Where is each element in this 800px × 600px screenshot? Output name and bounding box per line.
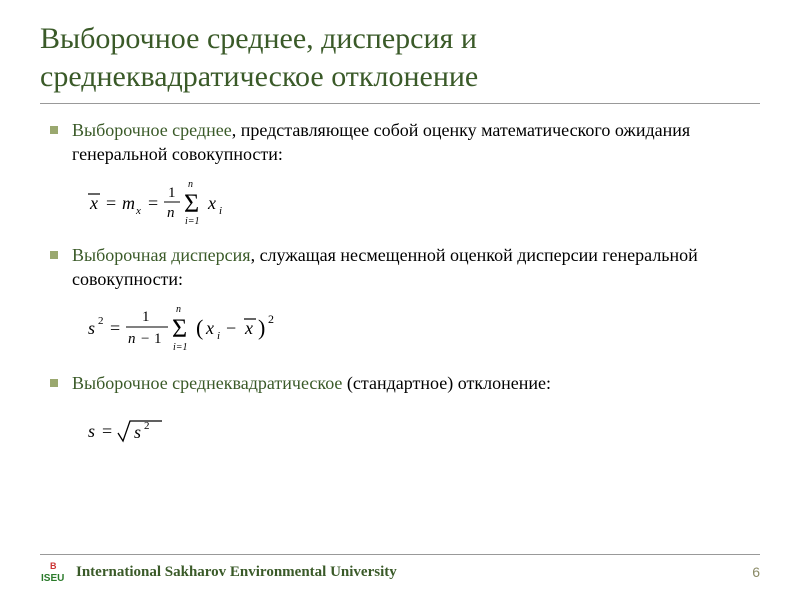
term: Выборочное среднее — [72, 120, 232, 140]
svg-text:Σ: Σ — [184, 189, 199, 218]
title-area: Выборочное среднее, дисперсия и среднекв… — [40, 20, 760, 104]
formula-variance: s 2 = 1 n − 1 Σ n i=1 ( x i — [86, 299, 760, 355]
square-bullet-icon — [50, 126, 58, 134]
svg-text:i: i — [217, 330, 220, 342]
footer-left: B ISEU International Sakharov Environmen… — [40, 561, 397, 583]
bullet-text: Выборочная дисперсия, служащая несмещенн… — [72, 243, 760, 292]
title-line-2: среднеквадратическое отклонение — [40, 58, 760, 96]
svg-text:): ) — [258, 315, 265, 340]
svg-text:s: s — [88, 318, 95, 338]
bullet-item: Выборочное среднее, представляющее собой… — [50, 118, 760, 167]
svg-text:1: 1 — [142, 309, 150, 325]
svg-text:2: 2 — [268, 312, 274, 326]
svg-text:=: = — [148, 193, 158, 213]
footer: B ISEU International Sakharov Environmen… — [0, 554, 800, 586]
bullet-rest: (стандартное) отклонение: — [342, 373, 551, 393]
square-bullet-icon — [50, 251, 58, 259]
svg-text:x: x — [207, 193, 216, 213]
svg-text:=: = — [106, 193, 116, 213]
svg-text:i: i — [219, 205, 222, 217]
svg-text:n: n — [176, 304, 181, 315]
svg-text:s: s — [88, 421, 95, 441]
svg-text:=: = — [110, 318, 120, 338]
svg-text:(: ( — [196, 315, 203, 340]
bullet-text: Выборочное среднее, представляющее собой… — [72, 118, 760, 167]
svg-text:2: 2 — [144, 420, 150, 432]
svg-text:x: x — [244, 318, 253, 338]
svg-text:x: x — [89, 193, 98, 213]
svg-text:1: 1 — [168, 185, 176, 201]
formula-mean: x = m x = 1 n Σ n i=1 x i — [86, 175, 760, 227]
bullet-item: Выборочное среднеквадратическое (стандар… — [50, 371, 760, 395]
svg-text:m: m — [122, 193, 135, 213]
svg-text:=: = — [102, 421, 112, 441]
slide-body: Выборочное среднее, представляющее собой… — [40, 118, 760, 447]
svg-text:n: n — [188, 179, 193, 190]
svg-text:1: 1 — [154, 331, 162, 347]
slide: Выборочное среднее, дисперсия и среднекв… — [0, 0, 800, 600]
university-logo-icon: B ISEU — [40, 561, 66, 583]
svg-text:−: − — [141, 331, 149, 347]
svg-text:i=1: i=1 — [185, 216, 200, 227]
title-line-1: Выборочное среднее, дисперсия и — [40, 20, 760, 58]
svg-text:Σ: Σ — [172, 314, 187, 343]
term: Выборочное среднеквадратическое — [72, 373, 342, 393]
svg-text:B: B — [50, 561, 57, 571]
svg-text:x: x — [205, 318, 214, 338]
svg-text:2: 2 — [98, 315, 104, 327]
svg-text:s: s — [134, 422, 141, 442]
svg-text:−: − — [226, 318, 236, 338]
university-name: International Sakharov Environmental Uni… — [76, 564, 397, 581]
svg-text:x: x — [135, 205, 141, 217]
svg-text:i=1: i=1 — [173, 342, 188, 353]
bullet-item: Выборочная дисперсия, служащая несмещенн… — [50, 243, 760, 292]
formula-stddev: s = s 2 — [86, 413, 760, 447]
term: Выборочная дисперсия — [72, 245, 251, 265]
bullet-text: Выборочное среднеквадратическое (стандар… — [72, 371, 551, 395]
svg-text:n: n — [128, 331, 136, 347]
page-number: 6 — [752, 564, 760, 580]
svg-text:ISEU: ISEU — [41, 573, 64, 583]
footer-line: B ISEU International Sakharov Environmen… — [40, 554, 760, 583]
square-bullet-icon — [50, 379, 58, 387]
svg-text:n: n — [167, 205, 175, 221]
